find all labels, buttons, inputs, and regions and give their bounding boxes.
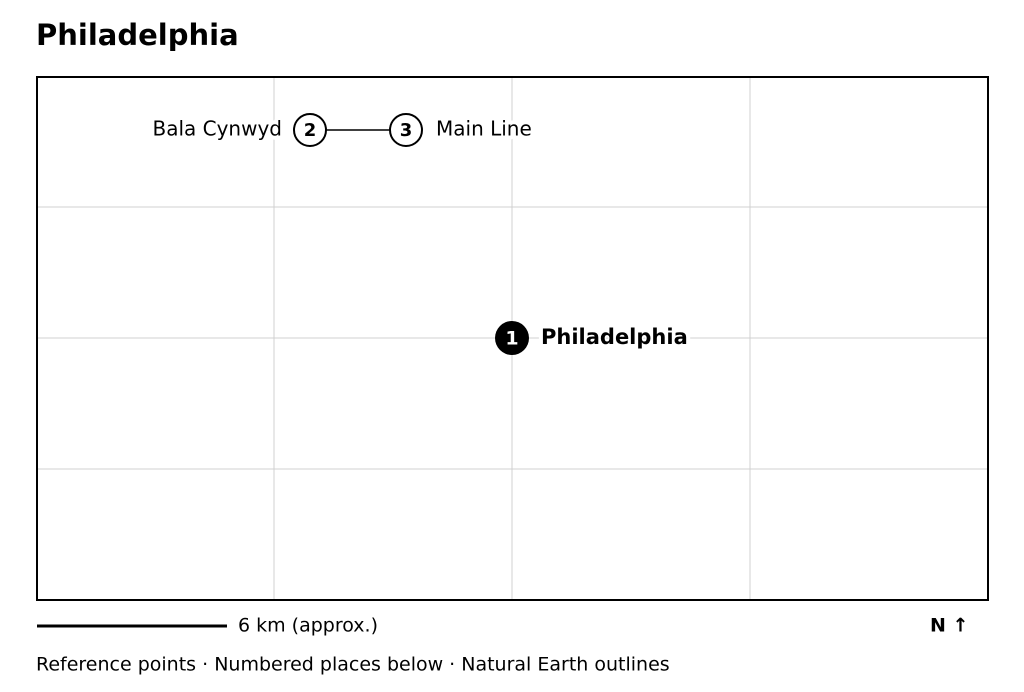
north-arrow: N ↑	[930, 615, 968, 637]
scale-label: 6 km (approx.)	[238, 615, 378, 637]
place-number: 3	[400, 120, 413, 141]
place-marker	[293, 113, 327, 147]
place-label: Philadelphia	[541, 325, 688, 349]
title: Philadelphia	[36, 18, 239, 52]
place-marker	[495, 321, 529, 355]
place-marker	[389, 113, 423, 147]
place-number: 2	[304, 120, 317, 141]
place-label: Bala Cynwyd	[152, 117, 282, 141]
map: 1 Philadelphia 2 Bala Cynwyd 3 Main Line	[36, 76, 989, 601]
place-label: Main Line	[436, 117, 532, 141]
footer: Reference points · Numbered places below…	[36, 654, 670, 676]
place-number: 1	[505, 328, 518, 350]
map-frame	[36, 76, 989, 601]
